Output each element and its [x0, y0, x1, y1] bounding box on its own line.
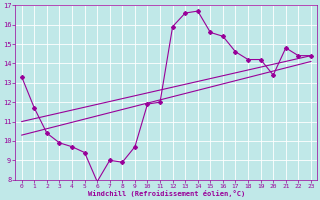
X-axis label: Windchill (Refroidissement éolien,°C): Windchill (Refroidissement éolien,°C): [88, 190, 245, 197]
